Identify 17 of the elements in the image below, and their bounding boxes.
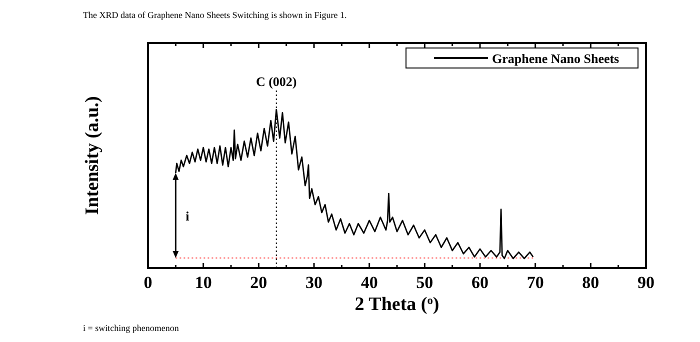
x-tick-label: 0	[144, 273, 152, 292]
x-axis-title: 2 Theta ($^{o}$)	[354, 294, 440, 315]
x-tick-label: 70	[526, 273, 544, 292]
x-tick-label: 60	[472, 273, 488, 292]
x-tick-label: 10	[194, 273, 212, 292]
text: The XRD data of Graphene Nano Sheets Switching is shown in Figure 1.	[83, 10, 347, 20]
x-tick-label: 20	[250, 273, 268, 292]
x-tick-label: 50	[416, 273, 434, 292]
annotation: i	[186, 208, 190, 224]
x-tick-label: 90	[638, 273, 654, 292]
x-tick-label: 80	[582, 273, 600, 292]
text: i = switching phenomenon	[83, 323, 180, 333]
ref-line-label: C (002)	[256, 74, 297, 89]
x-tick-label: 40	[360, 273, 378, 292]
x-tick-label: 30	[306, 273, 322, 292]
y-axis-title: Intensity (a.u.)	[82, 96, 103, 215]
legend-label: Graphene Nano Sheets	[492, 51, 620, 66]
